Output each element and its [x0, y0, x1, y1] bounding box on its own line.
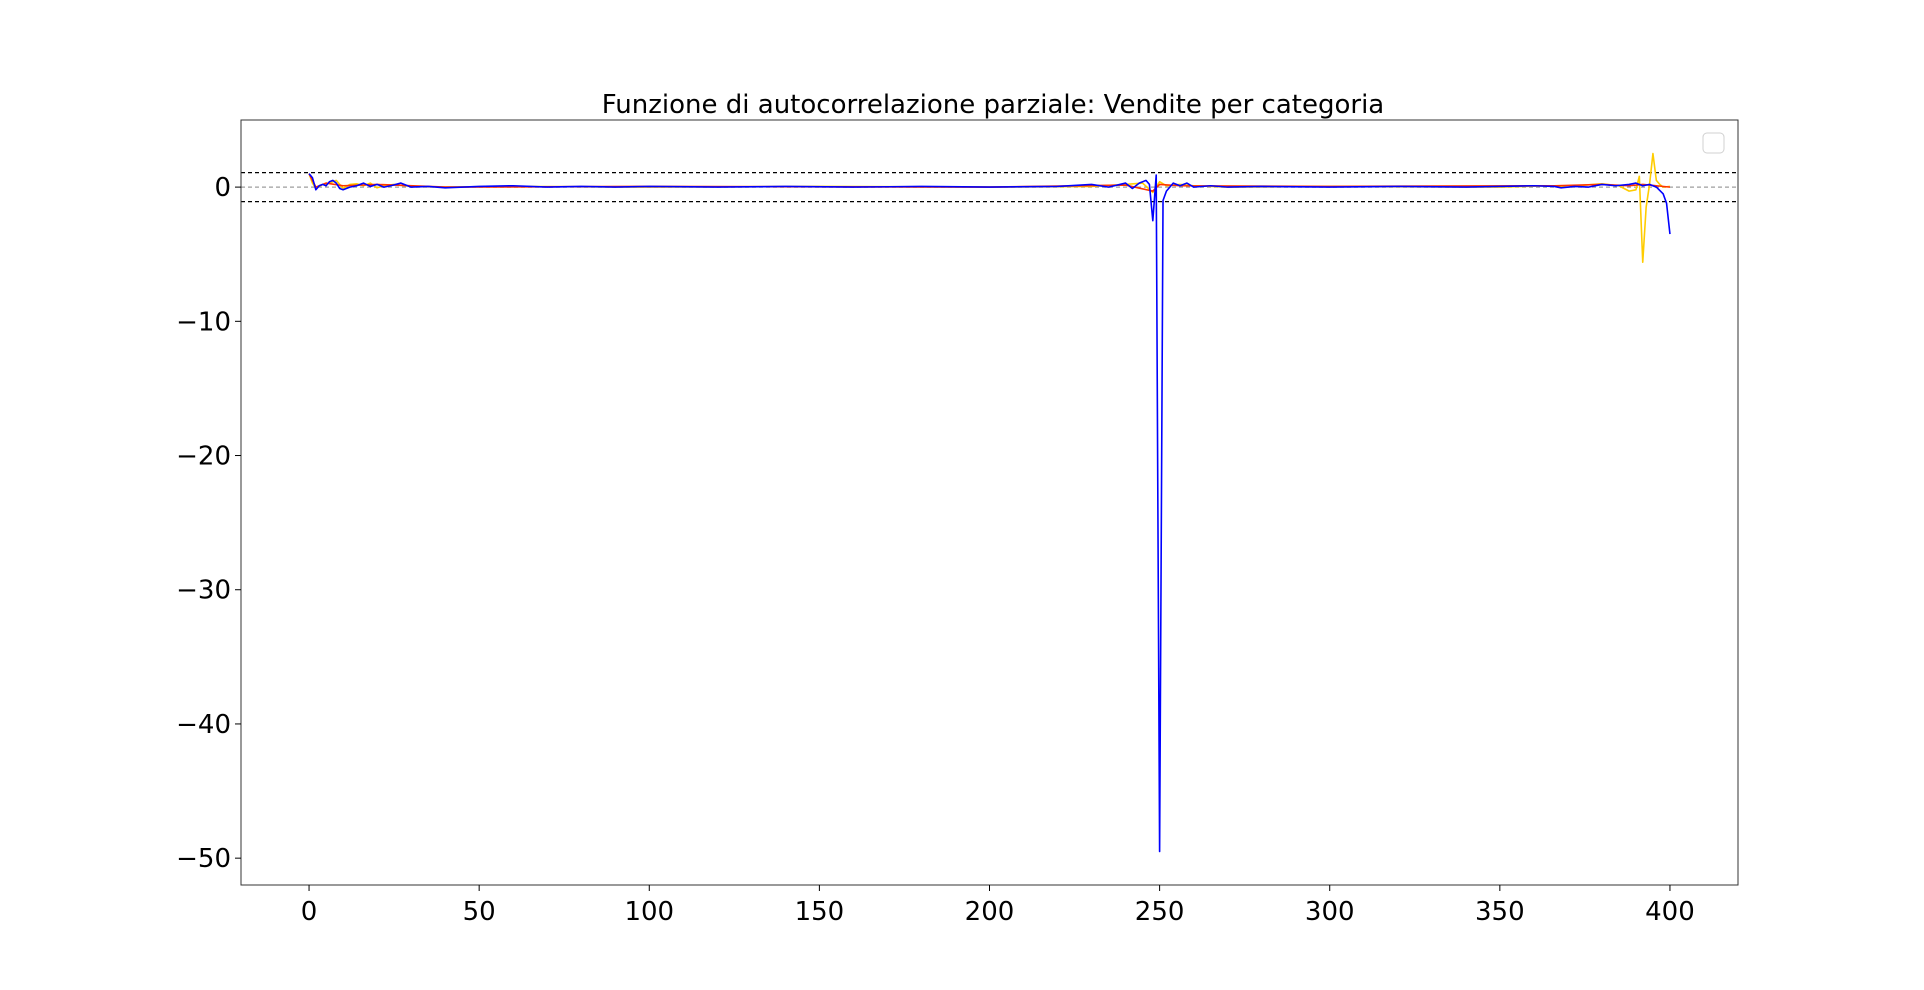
series-line-1	[308, 173, 1671, 192]
y-tick-label: −10	[176, 307, 231, 337]
x-tick-label: 0	[301, 897, 318, 927]
y-tick-label: −20	[176, 442, 231, 472]
series-line-0	[308, 152, 1671, 264]
y-axis: 0 −10 −20 −30 −40 −50	[176, 173, 241, 874]
x-tick-label: 150	[795, 897, 845, 927]
series-lines	[308, 152, 1671, 853]
y-tick-label: −30	[176, 576, 231, 606]
y-tick-label: 0	[214, 173, 231, 203]
x-tick-label: 250	[1135, 897, 1185, 927]
y-tick-label: −40	[176, 710, 231, 740]
x-tick-label: 300	[1305, 897, 1355, 927]
x-tick-label: 350	[1475, 897, 1525, 927]
x-tick-label: 200	[965, 897, 1015, 927]
series-line-2	[308, 173, 1671, 853]
x-tick-label: 400	[1645, 897, 1695, 927]
x-tick-label: 100	[624, 897, 674, 927]
chart-title: Funzione di autocorrelazione parziale: V…	[602, 90, 1384, 120]
x-axis: 0 50 100 150 200 250 300 350 400	[301, 885, 1695, 927]
y-tick-label: −50	[176, 844, 231, 874]
x-tick-label: 50	[463, 897, 496, 927]
legend-box	[1702, 132, 1725, 154]
